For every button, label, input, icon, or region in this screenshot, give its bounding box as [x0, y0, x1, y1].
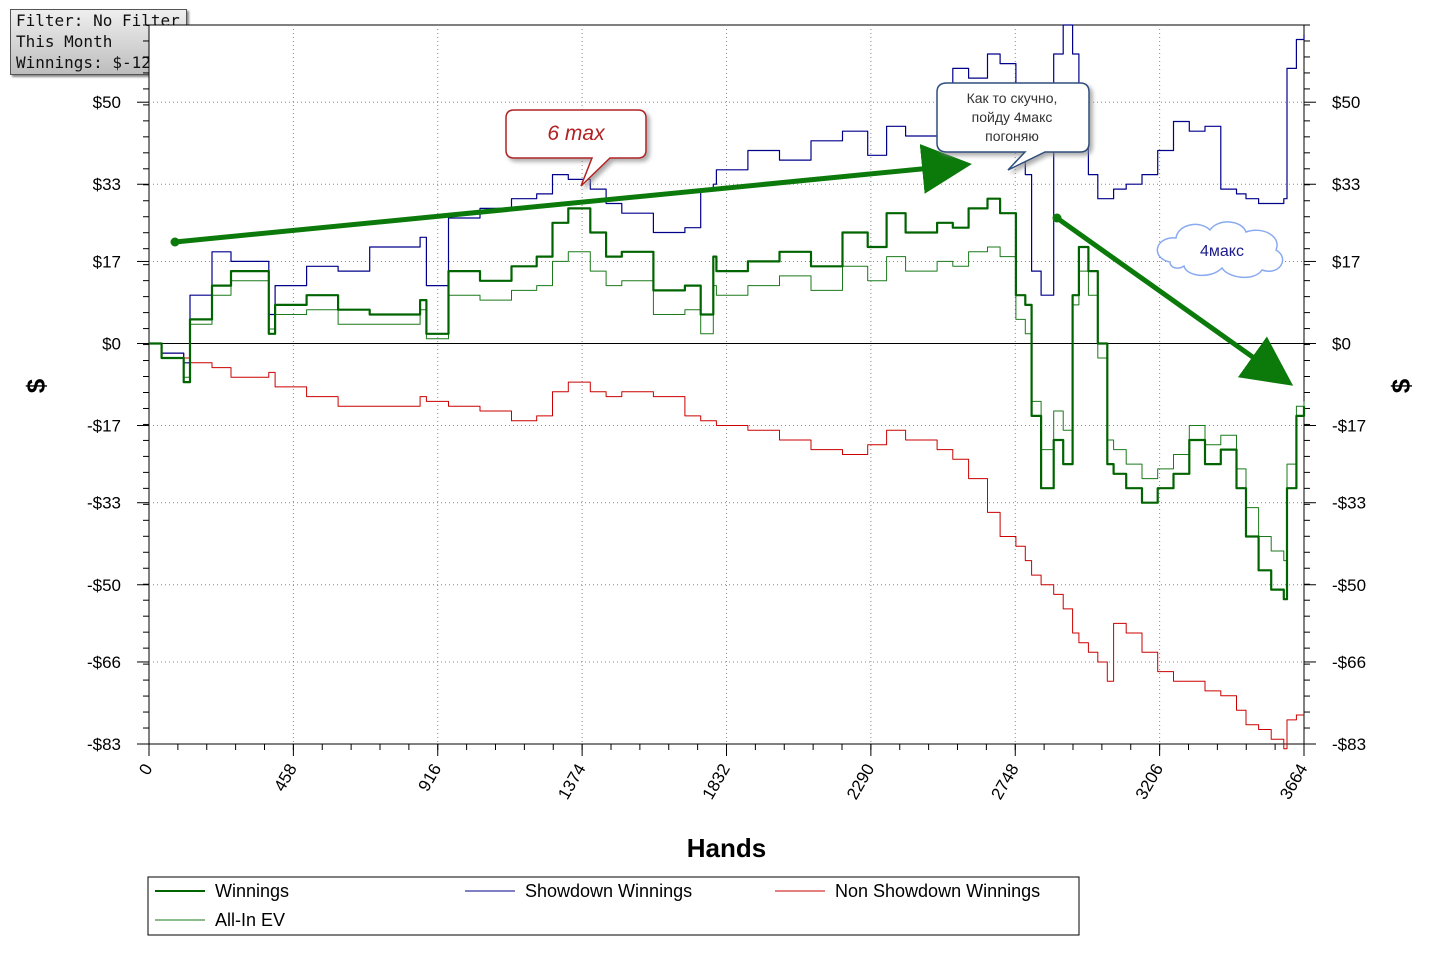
x-tick-label: 3664 [1276, 761, 1311, 803]
x-tick-label: 1832 [699, 761, 734, 803]
legend-label: Non Showdown Winnings [835, 881, 1040, 901]
grid-layer [148, 24, 1305, 745]
y-tick-label-right: -$50 [1332, 576, 1366, 595]
legend-label: Winnings [215, 881, 289, 901]
y-axis-title-right: $ [1386, 378, 1416, 393]
arrow-down-trend [1055, 215, 1294, 386]
y-tick-label-right: -$83 [1332, 735, 1366, 754]
callout-4max-bubble [936, 82, 1090, 171]
series-line-all-in-ev [149, 246, 1305, 562]
legend-label: All-In EV [215, 910, 285, 930]
y-tick-label-right: -$66 [1332, 653, 1366, 672]
series-layer [149, 24, 1306, 750]
series-line-winnings [149, 197, 1306, 601]
winnings-total-label: Winnings: $-12.94 [16, 53, 180, 72]
series-line-non-showdown-winnings [149, 343, 1304, 750]
y-tick-label-left: -$17 [87, 417, 121, 436]
y-axis-title-left: $ [21, 378, 51, 393]
arrow-start-dot-2 [1052, 213, 1062, 223]
callout-6max-bubble [505, 109, 647, 187]
x-tick-label: 916 [415, 761, 446, 795]
y-tick-label-left: $50 [93, 93, 121, 112]
series-line-showdown-winnings [149, 24, 1305, 364]
y-tick-label-right: $33 [1332, 175, 1360, 194]
x-tick-label: 458 [270, 761, 301, 795]
annotation-layer: 6 max Как то скучно, пойду 4макс погоняю 4ма… [170, 82, 1294, 386]
y-tick-label-left: -$33 [87, 494, 121, 513]
y-tick-label-right: $0 [1332, 334, 1351, 353]
plot-area [148, 24, 1305, 745]
callout-6max-text: 6 max [547, 122, 606, 145]
y-tick-label-left: -$83 [87, 735, 121, 754]
cloud-4max-text: 4макс [1200, 243, 1244, 260]
legend-box [147, 876, 1080, 936]
y-tick-label-right: $50 [1332, 93, 1360, 112]
callout-4max-line: пойду 4макс [972, 109, 1053, 125]
y-tick-label-left: -$66 [87, 653, 121, 672]
cloud-4max-shape [1156, 221, 1284, 279]
arrow-start-dot [170, 237, 180, 247]
y-tick-label-left: $17 [93, 252, 121, 271]
y-tick-label-right: -$17 [1332, 417, 1366, 436]
x-tick-label: 2290 [843, 761, 878, 803]
x-tick-label: 0 [135, 761, 156, 779]
filter-label: Filter: No Filter [16, 11, 180, 30]
legend-label: Showdown Winnings [525, 881, 692, 901]
x-tick-label: 1374 [554, 761, 589, 803]
x-tick-label: 3206 [1132, 761, 1167, 803]
y-tick-label-right: $17 [1332, 252, 1360, 271]
callout-4max-line: Как то скучно, [967, 90, 1058, 106]
callout-4max-line: погоняю [985, 128, 1039, 144]
x-axis-title: Hands [687, 833, 766, 863]
y-tick-label-left: $33 [93, 175, 121, 194]
x-tick-label: 2748 [987, 761, 1022, 803]
y-tick-label-left: $0 [102, 334, 121, 353]
y-tick-label-left: -$50 [87, 576, 121, 595]
arrow-up-trend [174, 144, 972, 245]
legend-layer: Winnings Showdown Winnings Non Showdown Wi… [147, 876, 1080, 936]
period-label: This Month [16, 32, 113, 51]
y-tick-label-right: -$33 [1332, 494, 1366, 513]
